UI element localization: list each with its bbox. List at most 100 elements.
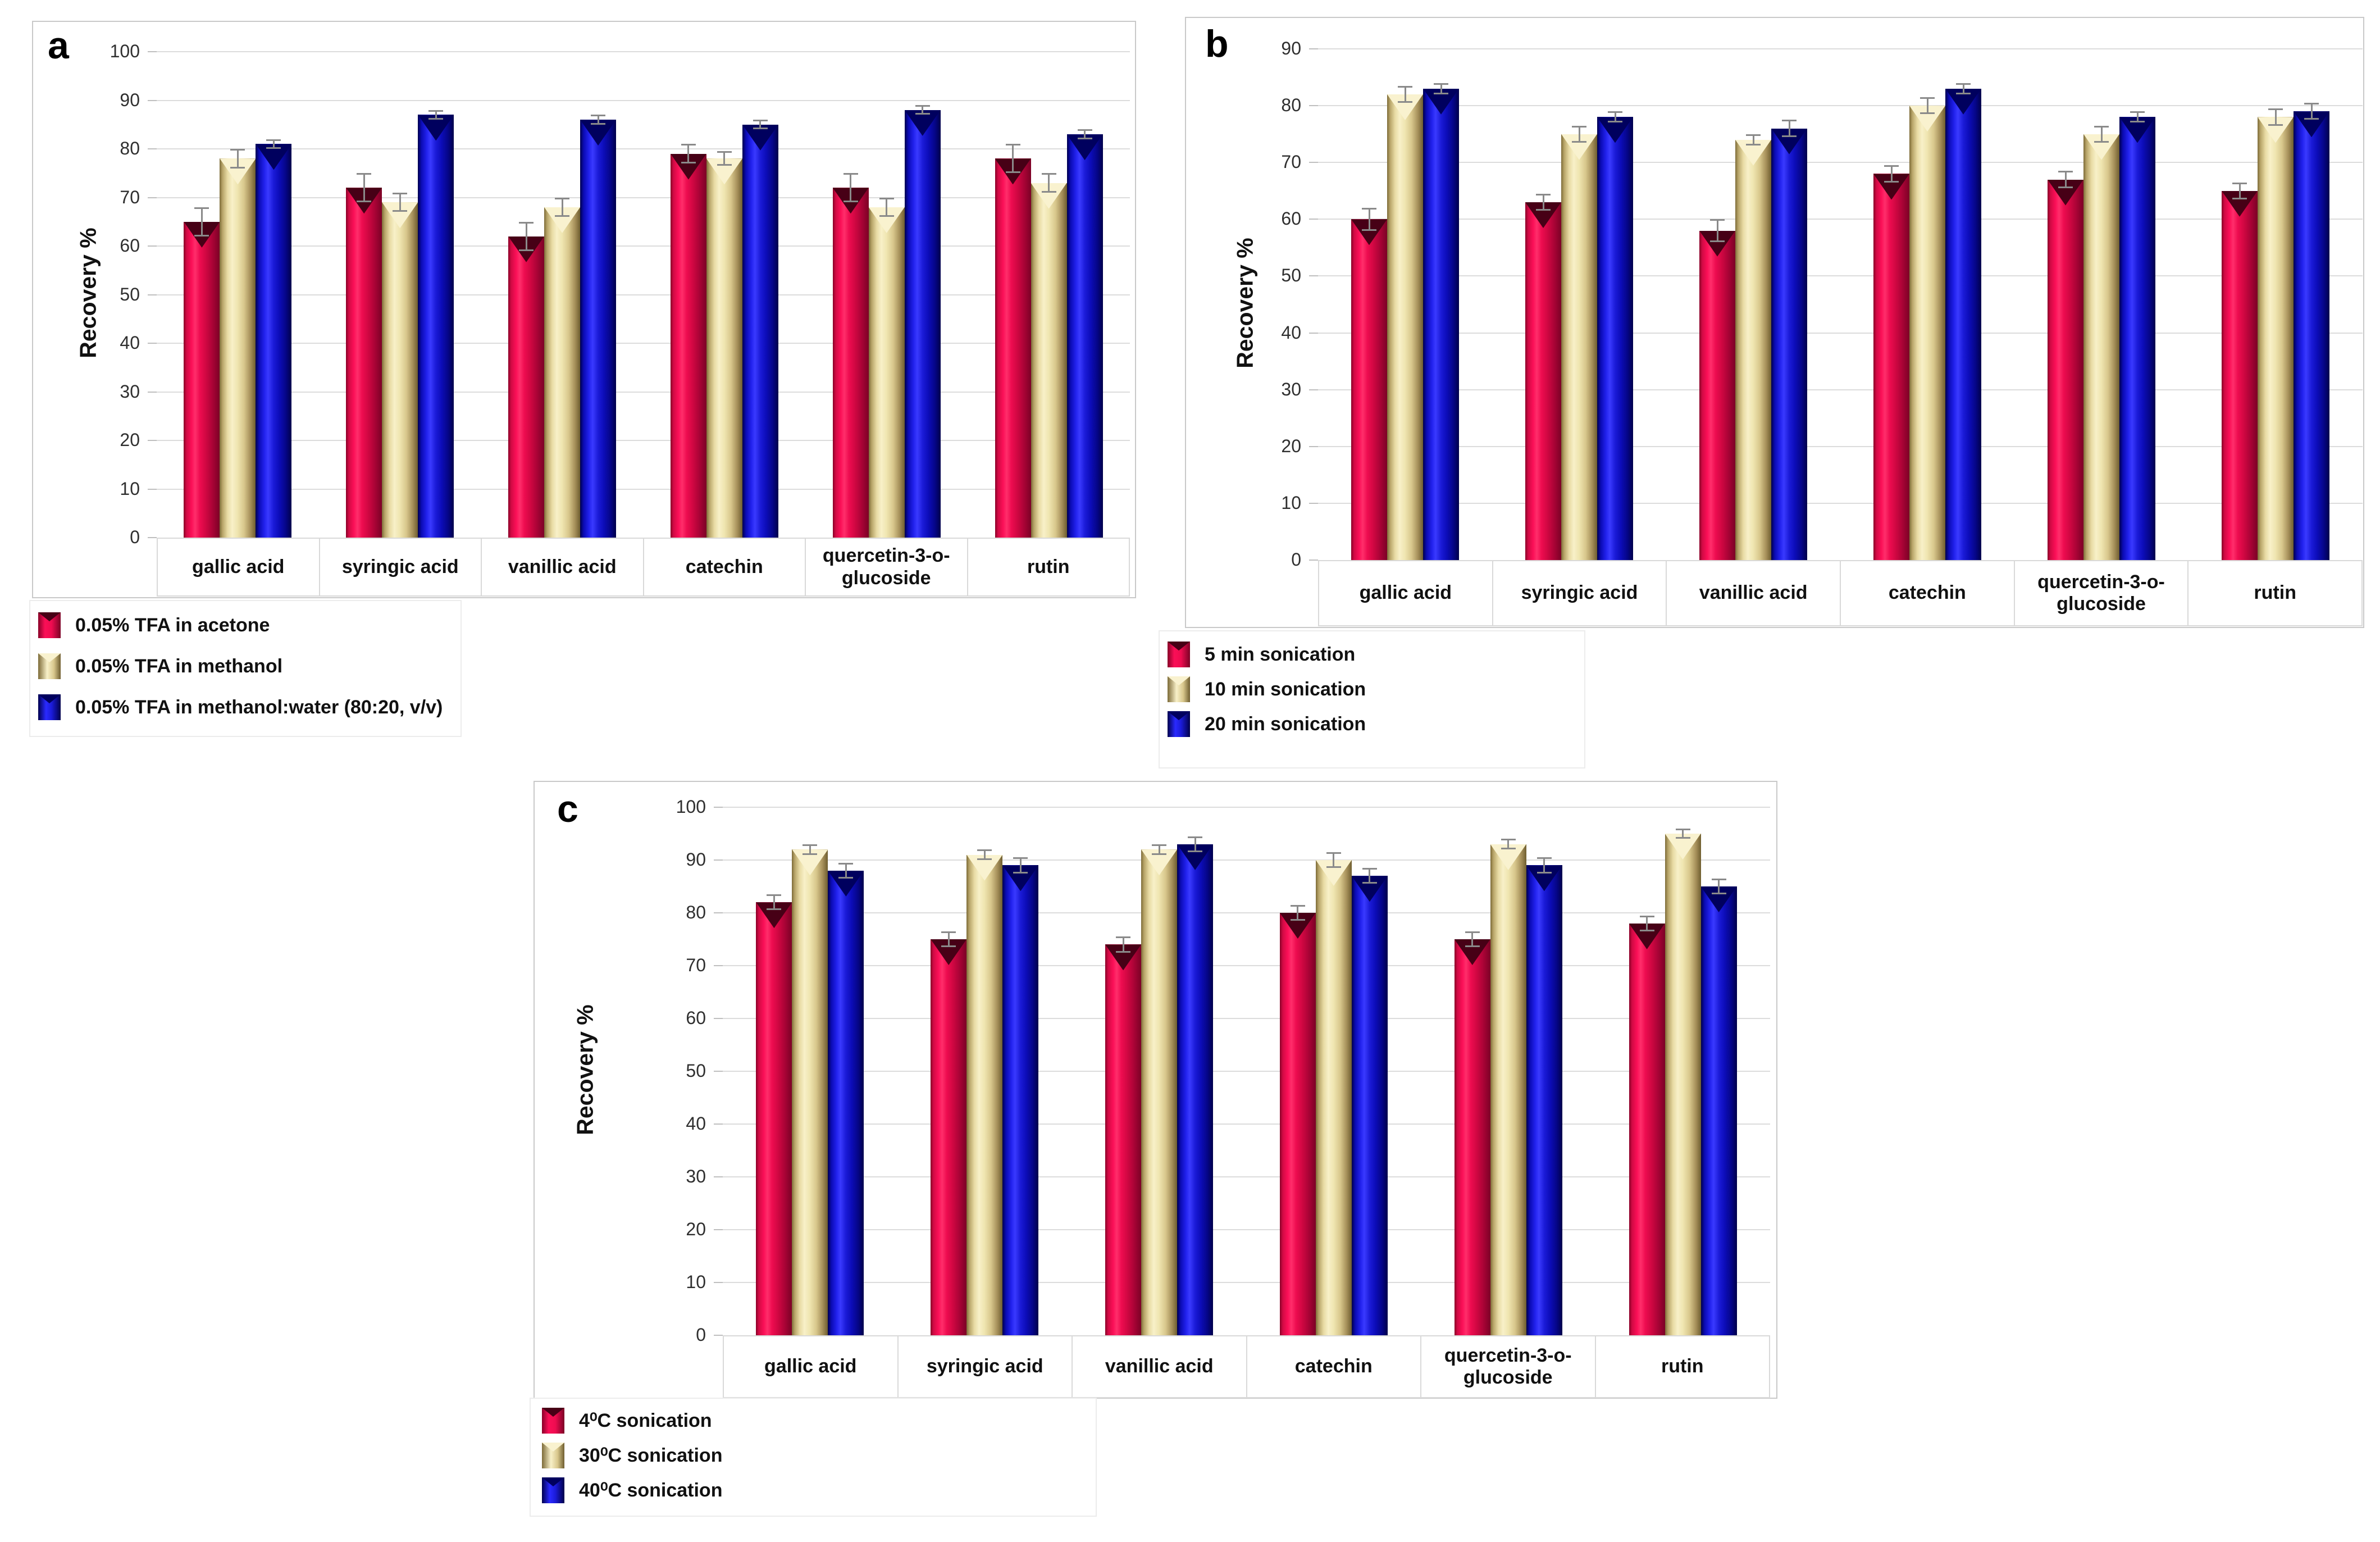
y-tick-mark <box>1309 389 1318 390</box>
y-tick-mark <box>148 245 157 247</box>
category-label: syringic acid <box>318 538 482 597</box>
legend-label: 20 min sonication <box>1205 713 1366 735</box>
legend-swatch-cap <box>38 653 61 662</box>
y-tick-mark <box>1309 275 1318 277</box>
bar-tan <box>1909 106 1945 560</box>
gridline <box>1318 275 2363 277</box>
error-bar-top-cap <box>591 115 606 117</box>
error-bar <box>2058 171 2073 188</box>
error-bar-top-cap <box>1077 129 1092 131</box>
legend-item: 40⁰C sonication <box>542 1477 1096 1503</box>
x-axis-category-strip: gallic acid syringic acid vanillic acid cat… <box>1318 560 2363 626</box>
error-bar-stem <box>687 144 690 163</box>
y-tick-mark <box>1309 445 1318 447</box>
error-bar-bottom-cap <box>941 945 956 948</box>
error-bar-stem <box>1614 111 1616 123</box>
error-bar-top-cap <box>1536 857 1552 859</box>
error-bar <box>1290 904 1305 921</box>
y-tick-label: 90 <box>686 849 706 870</box>
error-bar <box>2232 182 2247 199</box>
error-bar <box>357 173 372 203</box>
y-tick-label: 0 <box>696 1325 706 1345</box>
error-bar-bottom-cap <box>1675 837 1690 839</box>
error-bar <box>1005 144 1020 174</box>
error-bar-stem <box>2274 108 2277 126</box>
panel-letter-a: a <box>48 24 69 67</box>
error-bar-bottom-cap <box>803 853 818 855</box>
error-bar-top-cap <box>1608 111 1622 113</box>
error-bar <box>591 115 606 125</box>
error-bar <box>1188 836 1203 852</box>
legend-item: 0.05% TFA in acetone <box>38 612 461 638</box>
legend-swatch-cap <box>1168 642 1190 651</box>
error-bar-bottom-cap <box>2058 186 2073 188</box>
error-bar-stem <box>723 151 726 166</box>
legend-swatch-red <box>1168 642 1190 667</box>
error-bar-top-cap <box>1501 839 1516 841</box>
bar-blue <box>828 870 864 1335</box>
bar-tan <box>220 158 256 538</box>
bar-red <box>346 188 382 538</box>
category-label: gallic acid <box>723 1335 899 1398</box>
y-tick-label: 0 <box>130 527 140 547</box>
error-bar-top-cap <box>2304 103 2319 105</box>
gridline <box>157 148 1130 149</box>
error-bar-top-cap <box>1362 868 1377 870</box>
bar-tan <box>544 207 581 538</box>
bar-red <box>670 153 706 538</box>
error-bar <box>230 149 245 169</box>
plot-area <box>1318 48 2363 560</box>
gridline <box>157 343 1130 344</box>
error-bar <box>977 849 992 860</box>
error-bar-bottom-cap <box>843 201 858 203</box>
error-bar-bottom-cap <box>1639 929 1654 931</box>
legend-label: 0.05% TFA in acetone <box>75 614 270 636</box>
y-tick-label: 100 <box>676 797 706 817</box>
category-label: quercetin-3-o-glucoside <box>1420 1335 1596 1398</box>
category-label: catechin <box>1246 1335 1421 1398</box>
bar-tan <box>1665 834 1701 1335</box>
gridline <box>723 859 1770 861</box>
legend-swatch-cap <box>1168 711 1190 720</box>
y-tick-mark <box>148 148 157 149</box>
error-bar-stem <box>2064 171 2067 188</box>
error-bar-stem <box>399 192 401 212</box>
bar-tan <box>1490 844 1526 1335</box>
bar-tan <box>966 854 1003 1335</box>
y-tick-label: 0 <box>1291 549 1301 570</box>
y-tick-mark <box>148 537 157 538</box>
error-bar <box>717 151 732 166</box>
bar-red <box>832 188 869 538</box>
gridline <box>723 1176 1770 1177</box>
error-bar <box>767 894 782 911</box>
x-axis-category-strip: gallic acid syringic acid vanillic acid cat… <box>723 1335 1770 1398</box>
error-bar-bottom-cap <box>1362 882 1377 884</box>
y-tick-mark <box>714 1176 723 1177</box>
y-axis-title: Recovery % <box>572 1004 598 1135</box>
legend-swatch-blue <box>1168 711 1190 737</box>
y-tick-mark <box>148 391 157 393</box>
error-bar-stem <box>1019 857 1022 874</box>
gridline <box>157 488 1130 490</box>
bar-blue <box>2119 117 2155 560</box>
y-tick-mark <box>148 51 157 52</box>
error-bar <box>2130 111 2145 123</box>
error-bar-stem <box>435 110 437 120</box>
error-bar-stem <box>561 197 563 217</box>
error-bar-bottom-cap <box>555 215 570 217</box>
gridline <box>1318 502 2363 504</box>
legend-item: 0.05% TFA in methanol:water (80:20, v/v) <box>38 694 461 720</box>
error-bar-stem <box>1542 193 1544 211</box>
error-bar-top-cap <box>194 207 209 209</box>
bar-blue <box>580 120 617 538</box>
legend-swatch-blue <box>38 694 61 720</box>
error-bar-bottom-cap <box>915 113 930 115</box>
error-bar-bottom-cap <box>194 234 209 236</box>
error-bar-bottom-cap <box>1152 853 1167 855</box>
y-tick-label: 20 <box>120 430 140 450</box>
bar-blue <box>1945 88 1981 560</box>
bar-tan <box>1315 860 1352 1335</box>
error-bar-stem <box>1158 844 1160 855</box>
error-bar <box>393 192 408 212</box>
y-tick-label: 100 <box>110 41 140 61</box>
